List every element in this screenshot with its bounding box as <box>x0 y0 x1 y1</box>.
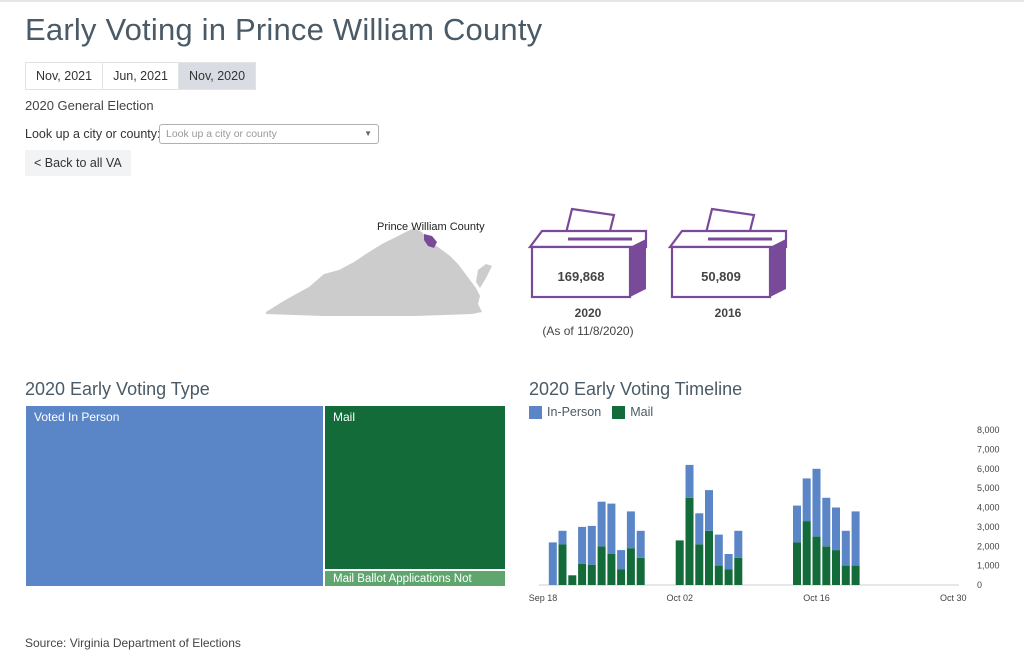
prince-william-county-shape[interactable] <box>424 234 437 248</box>
ballot-box-2016: 50,809 2016 <box>668 207 788 327</box>
legend-item-in-person[interactable]: In-Person <box>529 405 601 419</box>
legend-label-in-person: In-Person <box>547 405 602 419</box>
timeline-chart: Sep 18 Oct 02 Oct 16 Oct 30 0 1,000 2,000 3,000… <box>529 425 1000 603</box>
ballot-count-2016: 50,809 <box>701 269 741 284</box>
bar-in-person[interactable] <box>558 530 567 545</box>
y-tick-label: 0 <box>977 580 982 590</box>
bar-in-person[interactable] <box>734 530 743 558</box>
x-tick-label: Oct 16 <box>803 593 830 603</box>
ballot-box-icon <box>668 207 788 299</box>
legend-label-mail: Mail <box>630 405 654 419</box>
ballot-year-2016: 2016 <box>714 306 742 320</box>
bar-in-person[interactable] <box>685 464 694 498</box>
lookup-select[interactable]: ▼ <box>159 124 379 144</box>
y-tick-label: 2,000 <box>977 541 1000 551</box>
county-map-label: Prince William County <box>377 221 485 233</box>
bar-mail[interactable] <box>568 575 577 585</box>
top-border <box>0 0 1024 2</box>
bar-in-person[interactable] <box>832 507 840 551</box>
bar-in-person[interactable] <box>597 501 606 547</box>
ballot-box-2020: 169,868 2020 (As of 11/8/2020) <box>528 207 648 342</box>
treemap-cell-in-person[interactable]: Voted In Person <box>25 405 324 587</box>
ballot-box-icon <box>528 207 648 299</box>
bar-mail[interactable] <box>578 563 587 585</box>
x-tick-label: Oct 02 <box>666 593 693 603</box>
y-tick-label: 4,000 <box>977 503 1000 513</box>
chevron-down-icon[interactable]: ▼ <box>364 129 372 138</box>
legend-swatch-in-person <box>529 405 542 419</box>
bar-in-person[interactable] <box>636 530 645 558</box>
bar-in-person[interactable] <box>851 511 860 566</box>
bar-in-person[interactable] <box>822 497 831 547</box>
y-tick-label: 3,000 <box>977 522 1000 532</box>
bar-in-person[interactable] <box>548 542 557 585</box>
treemap-cell-mail-applications[interactable]: Mail Ballot Applications Not <box>324 570 506 587</box>
bar-mail[interactable] <box>558 544 567 585</box>
bar-mail[interactable] <box>617 569 626 586</box>
legend-item-mail[interactable]: Mail <box>612 405 653 419</box>
bar-mail[interactable] <box>587 564 596 585</box>
bar-mail[interactable] <box>802 521 811 585</box>
bar-mail[interactable] <box>597 546 606 586</box>
bar-in-person[interactable] <box>626 511 635 549</box>
bar-in-person[interactable] <box>793 505 801 543</box>
bar-in-person[interactable] <box>841 530 850 566</box>
timeline-legend: In-Person Mail <box>529 405 664 419</box>
lookup-label: Look up a city or county: <box>25 127 161 141</box>
bar-in-person[interactable] <box>802 478 811 521</box>
eastern-shore-shape <box>476 264 492 288</box>
bar-mail[interactable] <box>714 565 723 585</box>
bar-in-person[interactable] <box>812 468 821 537</box>
bar-in-person[interactable] <box>578 526 587 564</box>
timeline-title: 2020 Early Voting Timeline <box>529 379 743 399</box>
voting-type-treemap: Voted In Person Mail Mail Ballot Applica… <box>25 405 506 587</box>
y-tick-label: 5,000 <box>977 483 1000 493</box>
bar-mail[interactable] <box>793 542 801 585</box>
bar-mail[interactable] <box>832 550 840 585</box>
y-tick-label: 7,000 <box>977 444 1000 454</box>
tab-nov-2020[interactable]: Nov, 2020 <box>178 63 256 89</box>
bar-mail[interactable] <box>812 536 821 585</box>
source-note: Source: Virginia Department of Elections <box>25 636 241 650</box>
bar-mail[interactable] <box>626 548 635 585</box>
election-tabs: Nov, 2021 Jun, 2021 Nov, 2020 <box>25 62 257 90</box>
bar-mail[interactable] <box>695 544 704 585</box>
bar-in-person[interactable] <box>724 554 733 570</box>
legend-swatch-mail <box>612 405 626 419</box>
x-tick-label: Sep 18 <box>529 593 557 603</box>
bar-in-person[interactable] <box>695 513 704 545</box>
virginia-state-shape[interactable] <box>266 228 482 316</box>
treemap-cell-mail[interactable]: Mail <box>324 405 506 570</box>
bar-mail[interactable] <box>841 565 850 585</box>
y-tick-label: 8,000 <box>977 425 1000 435</box>
bar-mail[interactable] <box>734 557 743 585</box>
bar-mail[interactable] <box>685 497 694 585</box>
y-tick-label: 1,000 <box>977 561 1000 571</box>
bar-in-person[interactable] <box>587 525 596 565</box>
back-to-all-va-button[interactable]: < Back to all VA <box>25 150 131 176</box>
x-tick-label: Oct 30 <box>940 593 967 603</box>
bar-mail[interactable] <box>822 546 831 586</box>
bar-in-person[interactable] <box>617 550 626 570</box>
tab-nov-2021[interactable]: Nov, 2021 <box>26 63 104 89</box>
bar-in-person[interactable] <box>607 503 616 554</box>
election-subtitle: 2020 General Election <box>25 98 154 113</box>
bar-mail[interactable] <box>675 540 684 585</box>
ballot-as-of-date: (As of 11/8/2020) <box>542 324 634 338</box>
bar-mail[interactable] <box>607 554 616 585</box>
tab-jun-2021[interactable]: Jun, 2021 <box>103 63 179 89</box>
bar-in-person[interactable] <box>705 490 713 531</box>
ballot-year-2020: 2020 <box>574 306 602 320</box>
bar-in-person[interactable] <box>714 534 723 566</box>
virginia-map <box>266 228 492 316</box>
treemap-title: 2020 Early Voting Type <box>25 379 210 399</box>
bar-mail[interactable] <box>724 569 733 586</box>
lookup-input[interactable] <box>166 127 356 141</box>
bar-mail[interactable] <box>705 530 713 586</box>
page-title: Early Voting in Prince William County <box>25 12 543 47</box>
y-tick-label: 6,000 <box>977 464 1000 474</box>
bar-mail[interactable] <box>851 565 860 585</box>
bar-mail[interactable] <box>636 557 645 585</box>
ballot-count-2020: 169,868 <box>557 269 605 284</box>
